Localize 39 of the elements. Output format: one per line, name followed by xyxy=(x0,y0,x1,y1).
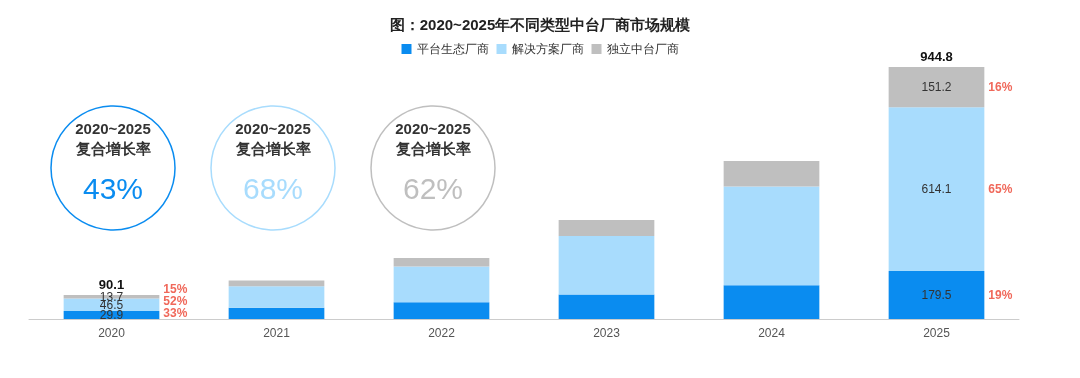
total-label: 90.1 xyxy=(98,276,125,292)
x-tick-label: 2024 xyxy=(758,326,786,340)
annotation: 19% xyxy=(988,288,1013,303)
bar xyxy=(558,220,655,237)
data-label: 29.9 xyxy=(99,308,124,323)
bar xyxy=(393,302,490,319)
bar xyxy=(228,286,325,308)
bar xyxy=(558,294,655,319)
data-label: 151.2 xyxy=(921,80,952,95)
x-tick-label: 2022 xyxy=(428,326,456,340)
x-tick-label: 2021 xyxy=(263,326,291,340)
annotation: 33% xyxy=(163,306,188,320)
bar xyxy=(888,107,985,272)
bar xyxy=(393,257,490,267)
x-tick-label: 2020 xyxy=(98,326,126,340)
bar xyxy=(393,266,490,303)
data-label: 179.5 xyxy=(921,288,952,303)
legend-label: 解决方案厂商 xyxy=(511,42,584,56)
chart-title: 图：2020~2025年不同类型中台厂商市场规模 xyxy=(389,16,692,33)
legend-label: 平台生态厂商 xyxy=(416,42,489,56)
annotation: 15% xyxy=(163,282,188,296)
annotation: 52% xyxy=(163,294,188,308)
bar xyxy=(558,236,655,295)
total-label: 944.8 xyxy=(920,49,953,64)
bar xyxy=(888,67,985,108)
annotation: 65% xyxy=(988,182,1013,197)
annotation: 2020~2025 复合增长率 68% xyxy=(234,119,311,205)
data-label: 614.1 xyxy=(921,182,952,197)
bar xyxy=(723,186,820,286)
annotation: 2020~2025 复合增长率 43% xyxy=(74,119,151,205)
bar xyxy=(723,161,820,187)
bar xyxy=(723,285,820,319)
bar xyxy=(888,271,985,319)
legend-label: 独立中台厂商 xyxy=(606,42,679,56)
x-tick-label: 2023 xyxy=(593,326,621,340)
annotation: 16% xyxy=(988,80,1013,95)
annotation: 2020~2025 复合增长率 62% xyxy=(394,119,471,205)
x-tick-label: 2025 xyxy=(923,326,951,340)
bar xyxy=(228,307,325,319)
